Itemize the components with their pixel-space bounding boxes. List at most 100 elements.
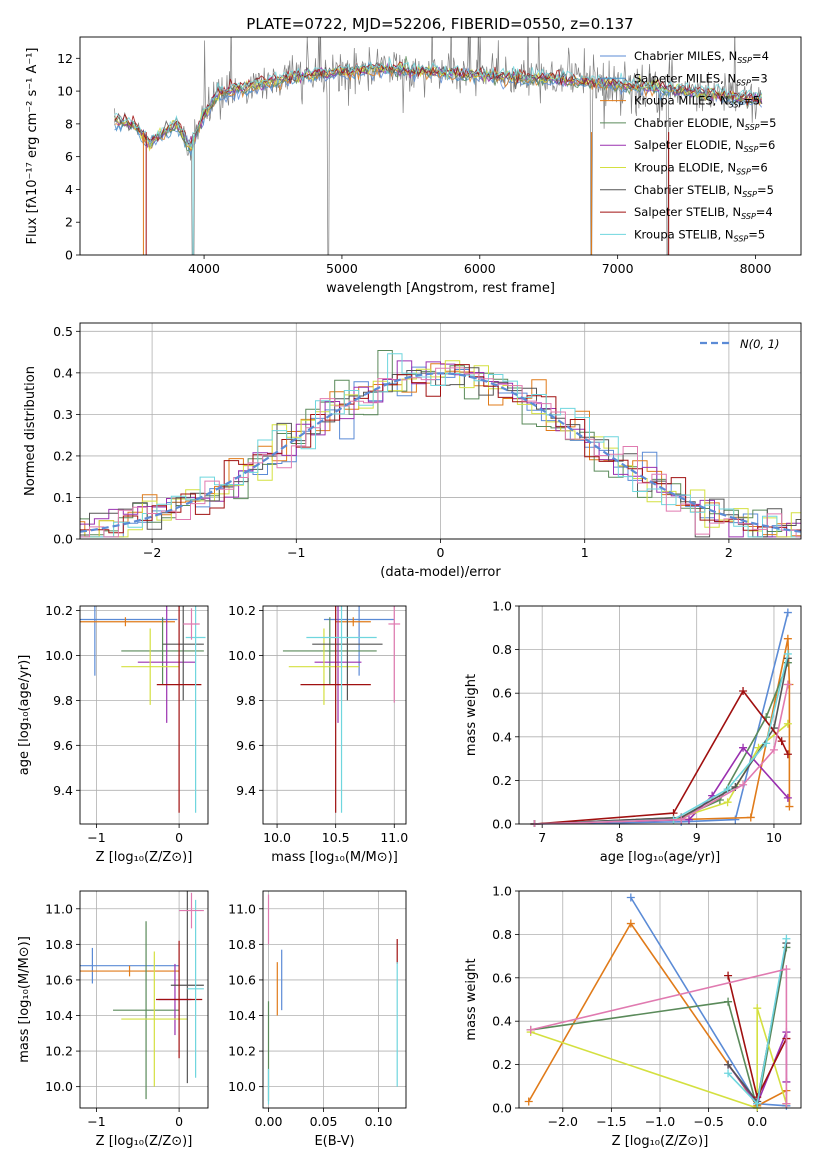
- legend-tail: =4: [752, 49, 769, 63]
- legend-text: Kroupa STELIB, N: [634, 227, 734, 241]
- y-axis-label: Normed distribution: [23, 366, 38, 496]
- weight-point: [783, 634, 792, 643]
- legend-tail: =5: [757, 183, 774, 197]
- panel-7: −2.0 −1.5 −1.0 −0.5 0.0 0.0 0.2 0.4 0.6 0.8 1.0 Z […: [464, 884, 802, 1149]
- weight-point: [739, 743, 748, 752]
- weight-point: [739, 687, 748, 696]
- residual-histogram-1: [80, 363, 801, 538]
- x-tick-label: 8: [615, 830, 623, 845]
- x-tick-label: 0: [175, 1114, 183, 1129]
- y-tick-label: 10.4: [45, 1008, 73, 1023]
- weight-point: [724, 997, 733, 1006]
- y-tick-label: 0.1: [53, 490, 73, 505]
- weight-point: [782, 965, 791, 974]
- residual-histogram-8: [80, 367, 801, 538]
- residual-histogram-0: [80, 366, 801, 538]
- x-axis-label: mass [log₁₀(M/M⊙)]: [271, 850, 398, 865]
- panel-0: 4000 5000 6000 7000 8000 0 2 4 6 8 10 12 wavelength …: [25, 36, 802, 296]
- x-tick-label: 5000: [326, 261, 358, 276]
- y-axis-label: mass [log₁₀(M/M⊙)]: [17, 936, 32, 1063]
- error-bars: [80, 891, 204, 1100]
- weight-series-4: [534, 723, 789, 825]
- legend-label: Kroupa ELODIE, NSSP=6: [634, 161, 768, 177]
- x-tick-label: 1: [581, 545, 589, 560]
- weight-point: [782, 1099, 791, 1108]
- y-tick-label: 2: [65, 215, 73, 230]
- y-tick-label: 9.8: [236, 693, 256, 708]
- legend-label: Chabrier STELIB, NSSP=5: [634, 183, 774, 199]
- weight-point: [526, 1025, 535, 1034]
- model-spectrum-7: [114, 61, 762, 146]
- legend-tail: =5: [760, 116, 777, 130]
- x-tick-label: −0.5: [693, 1114, 723, 1129]
- plot-layer: 4000 5000 6000 7000 8000024681012wavelength …: [17, 36, 802, 1149]
- x-axis-label: (data-model)/error: [380, 565, 501, 580]
- weight-series-1: [534, 638, 791, 825]
- x-axis-label: wavelength [Angstrom, rest frame]: [326, 281, 555, 296]
- axes-frame: [262, 890, 407, 1109]
- y-tick-label: 10.0: [228, 648, 256, 663]
- weight-point: [724, 1069, 733, 1078]
- weight-series-1: [528, 922, 788, 1107]
- panel-3: 10.0 10.5 11.0 9.4 9.6 9.8 10.0 10.2 mass [log₁₀…: [228, 603, 408, 865]
- histograms: [80, 350, 801, 538]
- axes-frame: [79, 605, 209, 825]
- y-tick-label: 0.8: [492, 927, 512, 942]
- error-bars: [282, 606, 401, 813]
- weight-point: [753, 1099, 762, 1108]
- x-tick-label: 4000: [188, 261, 220, 276]
- x-tick-label: 11.0: [380, 830, 408, 845]
- weight-point: [739, 780, 748, 789]
- x-tick-label: 2: [725, 545, 733, 560]
- weight-series-0: [534, 612, 789, 825]
- weight-point: [783, 719, 792, 728]
- x-tick-label: 7000: [602, 261, 634, 276]
- x-axis-label: age [log₁₀(age/yr)]: [600, 850, 721, 865]
- weight-point: [785, 802, 794, 811]
- weight-point: [782, 934, 791, 943]
- y-tick-label: 0.2: [492, 773, 512, 788]
- y-tick-label: 8: [65, 116, 73, 131]
- x-tick-label: 10.0: [263, 830, 291, 845]
- weight-point: [746, 813, 755, 822]
- legend-label: Salpeter MILES, NSSP=3: [634, 71, 768, 87]
- weight-point: [783, 608, 792, 617]
- y-tick-label: 10.6: [228, 972, 256, 987]
- legend-text: Chabrier MILES, N: [634, 49, 737, 63]
- legend-sub: SSP: [742, 190, 757, 199]
- weight-series-2: [530, 947, 788, 1109]
- legend-label: Kroupa MILES, NSSP=5: [634, 94, 760, 110]
- panel-5: −1 0 10.0 10.2 10.4 10.6 10.8 11.0 Z [log₁₀(Z/Z⊙…: [17, 890, 209, 1149]
- y-tick-label: 0.2: [53, 448, 73, 463]
- y-tick-label: 9.6: [53, 738, 73, 753]
- weight-series-7: [534, 653, 789, 825]
- y-tick-label: 0.0: [492, 817, 512, 832]
- weight-point: [723, 798, 732, 807]
- y-tick-label: 6: [65, 149, 73, 164]
- y-tick-label: 10.6: [45, 972, 73, 987]
- weight-point: [684, 815, 693, 824]
- weight-point: [783, 793, 792, 802]
- model-spectrum-3: [114, 56, 762, 152]
- legend-sub: SSP: [736, 78, 751, 87]
- y-tick-label: 0.0: [53, 532, 73, 547]
- weight-point: [724, 1060, 733, 1069]
- residual-histogram-5: [80, 367, 801, 538]
- x-tick-label: 0.0: [747, 1114, 767, 1129]
- x-tick-label: 6000: [464, 261, 496, 276]
- x-tick-label: −1.5: [596, 1114, 626, 1129]
- weight-series-5: [534, 658, 789, 825]
- panel-4: 7 8 9 10 0.0 0.2 0.4 0.6 0.8 1.0 age [log₁₀(age/yr…: [464, 599, 802, 865]
- weight-series-2: [534, 662, 789, 825]
- y-axis-label: mass weight: [464, 674, 479, 756]
- legend-sub: SSP: [745, 123, 760, 132]
- x-tick-label: −2: [143, 545, 161, 560]
- legend-text: Chabrier ELODIE, N: [634, 116, 745, 130]
- residual-histogram-2: [80, 350, 801, 536]
- weight-point: [753, 1004, 762, 1013]
- legend-sub: SSP: [741, 212, 756, 221]
- legend-text: Salpeter MILES, N: [634, 71, 736, 85]
- y-tick-label: 9.6: [236, 738, 256, 753]
- x-axis-label: E(B-V): [314, 1134, 354, 1149]
